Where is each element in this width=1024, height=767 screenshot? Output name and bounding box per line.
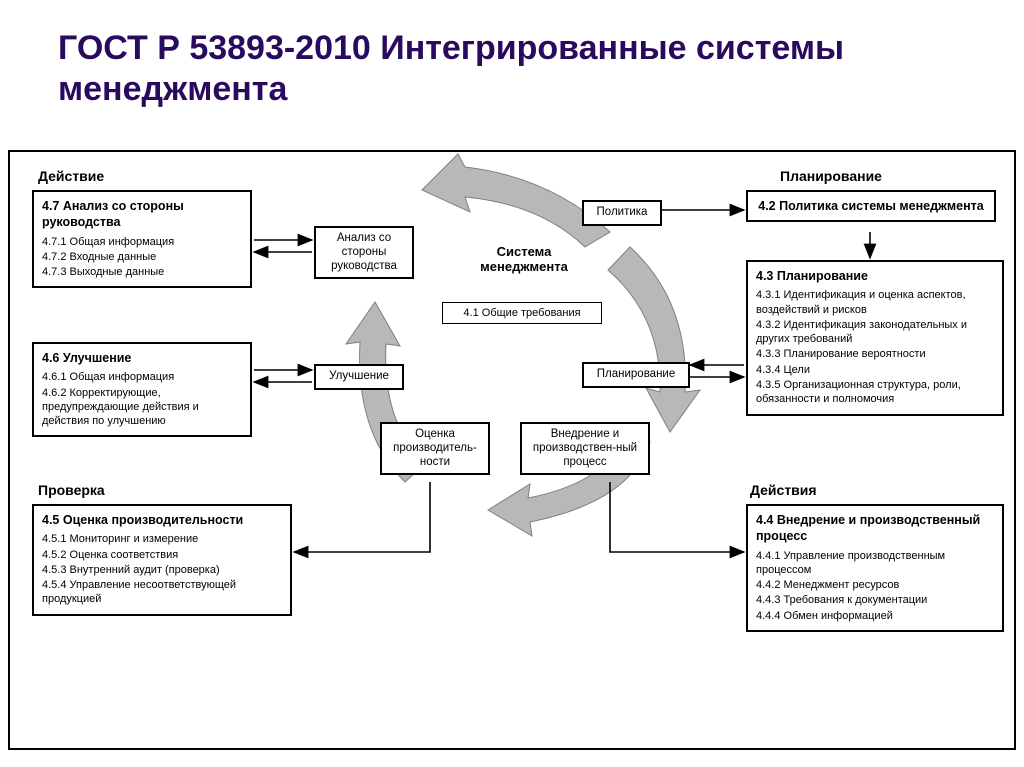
box-44-item-1: 4.4.2 Менеджмент ресурсов <box>756 578 994 592</box>
section-label-action-right: Действия <box>750 482 817 498</box>
section-label-check: Проверка <box>38 482 105 498</box>
box-46-item-1: 4.6.2 Корректирующие, предупреждающие де… <box>42 386 242 429</box>
box-45-item-1: 4.5.2 Оценка соответствия <box>42 548 282 562</box>
center-title: Система менеджмента <box>464 244 584 274</box>
diagram-frame: Действие Планирование Проверка Действия … <box>8 150 1016 750</box>
box-45-item-3: 4.5.4 Управление несоответствующей проду… <box>42 578 282 607</box>
box-45-title: 4.5 Оценка производительности <box>42 512 282 528</box>
box-44-item-0: 4.4.1 Управление производственным процес… <box>756 549 994 578</box>
box-47-item-0: 4.7.1 Общая информация <box>42 235 242 249</box>
box-44: 4.4 Внедрение и производственный процесс… <box>746 504 1004 632</box>
box-44-title: 4.4 Внедрение и производственный процесс <box>756 512 994 545</box>
box-47-item-2: 4.7.3 Выходные данные <box>42 265 242 279</box>
box-43-item-2: 4.3.3 Планирование вероятности <box>756 347 994 361</box>
box-43: 4.3 Планирование 4.3.1 Идентификация и о… <box>746 260 1004 416</box>
box-42-title: 4.2 Политика системы менеджмента <box>756 198 986 214</box>
inner-eval: Оценка производитель-ности <box>380 422 490 475</box>
box-45: 4.5 Оценка производительности 4.5.1 Мони… <box>32 504 292 616</box>
box-45-item-0: 4.5.1 Мониторинг и измерение <box>42 532 282 546</box>
center-req-box: 4.1 Общие требования <box>442 302 602 324</box>
box-46-title: 4.6 Улучшение <box>42 350 242 366</box>
box-43-title: 4.3 Планирование <box>756 268 994 284</box>
box-47-item-1: 4.7.2 Входные данные <box>42 250 242 264</box>
box-45-item-2: 4.5.3 Внутренний аудит (проверка) <box>42 563 282 577</box>
box-43-item-3: 4.3.4 Цели <box>756 363 994 377</box>
box-43-item-4: 4.3.5 Организационная структура, роли, о… <box>756 378 994 407</box>
inner-policy: Политика <box>582 200 662 226</box>
box-47-title: 4.7 Анализ со стороны руководства <box>42 198 242 231</box>
box-43-item-1: 4.3.2 Идентификация законодательных и др… <box>756 318 994 347</box>
inner-plan: Планирование <box>582 362 690 388</box>
section-label-planning: Планирование <box>780 168 882 184</box>
box-43-item-0: 4.3.1 Идентификация и оценка аспектов, в… <box>756 288 994 317</box>
inner-impl: Внедрение и производствен-ный процесс <box>520 422 650 475</box>
box-44-item-2: 4.4.3 Требования к документации <box>756 593 994 607</box>
box-42: 4.2 Политика системы менеджмента <box>746 190 996 222</box>
page-title: ГОСТ Р 53893-2010 Интегрированные систем… <box>58 28 1024 110</box>
inner-analysis: Анализ со стороны руководства <box>314 226 414 279</box>
box-47: 4.7 Анализ со стороны руководства 4.7.1 … <box>32 190 252 288</box>
box-44-item-3: 4.4.4 Обмен информацией <box>756 609 994 623</box>
box-46: 4.6 Улучшение 4.6.1 Общая информация 4.6… <box>32 342 252 437</box>
inner-improve: Улучшение <box>314 364 404 390</box>
box-46-item-0: 4.6.1 Общая информация <box>42 370 242 384</box>
section-label-action-left: Действие <box>38 168 104 184</box>
